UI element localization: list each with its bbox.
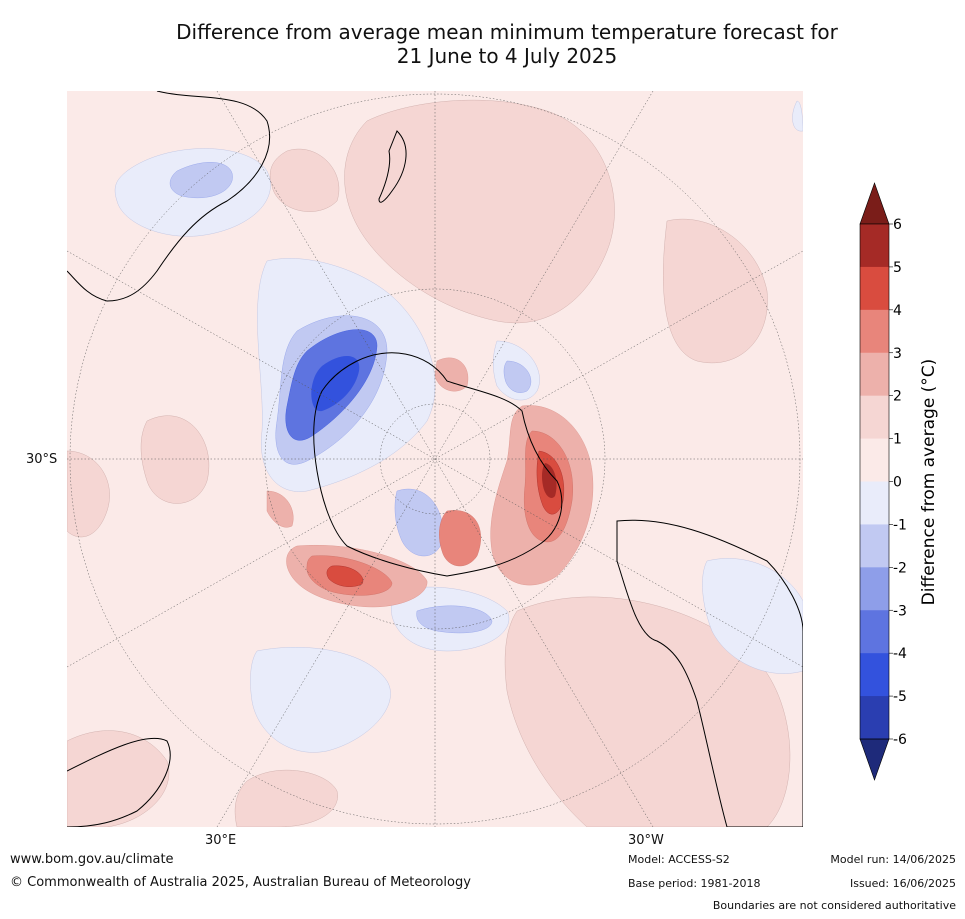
- colorbar-segment: [860, 481, 889, 525]
- anomaly-zone-minus-4-5: [311, 355, 360, 412]
- website-link[interactable]: www.bom.gov.au/climate: [10, 852, 174, 867]
- colorbar-tick-label: 5: [893, 260, 902, 276]
- boundary-disclaimer: Boundaries are not considered authoritat…: [712, 899, 956, 912]
- colorbar-tick-label: 1: [893, 432, 902, 448]
- map-title-line1: Difference from average mean minimum tem…: [176, 20, 838, 44]
- colorbar-tick-label: -1: [893, 517, 907, 533]
- colorbar-segment: [860, 610, 889, 654]
- longitude-label-east: 30°E: [205, 833, 237, 848]
- colorbar-tick-label: 6: [893, 217, 902, 233]
- colorbar-segment: [860, 524, 889, 568]
- anomaly-zone-5-6: [541, 463, 557, 498]
- colorbar-segment: [860, 567, 889, 611]
- model-name: Model: ACCESS-S2: [628, 853, 730, 866]
- colorbar-segment: [860, 696, 889, 740]
- colorbar-tick-label: -6: [893, 732, 907, 748]
- colorbar-segment: [860, 224, 889, 268]
- colorbar-segment: [860, 653, 889, 697]
- south-america-outline: [616, 519, 803, 827]
- coastlines: [67, 91, 803, 827]
- colorbar-extend-top: [859, 182, 890, 225]
- colorbar-segment: [860, 352, 889, 397]
- antarctica-outline: [313, 352, 563, 577]
- anomaly-zone-1-2: [67, 99, 791, 827]
- colorbar-tick-label: -2: [893, 560, 907, 576]
- base-period: Base period: 1981-2018: [628, 877, 761, 890]
- colorbar-segments: [860, 224, 889, 740]
- colorbar-tick-label: 3: [893, 346, 902, 362]
- colorbar-tick-label: -4: [893, 646, 907, 662]
- colorbar-tick-label: 0: [893, 475, 902, 491]
- graticule: [67, 91, 803, 827]
- issued-date: Issued: 16/06/2025: [849, 877, 956, 890]
- copyright-text: © Commonwealth of Australia 2025, Austra…: [10, 875, 471, 890]
- model-run-date: Model run: 14/06/2025: [830, 853, 956, 866]
- colorbar-ticks: 6 5 4 3 2 1 0 -1 -2 -3 -4 -5 -6: [889, 217, 907, 748]
- colorbar-segment: [860, 266, 889, 311]
- new-zealand-outline: [378, 130, 407, 203]
- colorbar-segment: [860, 438, 889, 482]
- colorbar-label: Difference from average (°C): [919, 359, 939, 606]
- colorbar-extend-bottom: [859, 738, 890, 781]
- longitude-label-west: 30°W: [628, 833, 664, 848]
- colorbar-segment: [860, 309, 889, 354]
- temperature-anomaly-map: [67, 91, 803, 827]
- colorbar-segment: [860, 395, 889, 440]
- colorbar-tick-label: -3: [893, 603, 907, 619]
- australia-outline: [67, 91, 271, 302]
- colorbar-tick-label: -5: [893, 689, 907, 705]
- latitude-label: 30°S: [26, 452, 58, 467]
- colorbar-tick-label: 2: [893, 389, 902, 405]
- map-title: Difference from average mean minimum tem…: [0, 20, 965, 68]
- colorbar-tick-label: 4: [893, 303, 902, 319]
- africa-outline: [67, 737, 171, 827]
- colorbar: 6 5 4 3 2 1 0 -1 -2 -3 -4 -5 -6 Difference from aver…: [859, 182, 939, 781]
- map-title-line2: 21 June to 4 July 2025: [396, 44, 618, 68]
